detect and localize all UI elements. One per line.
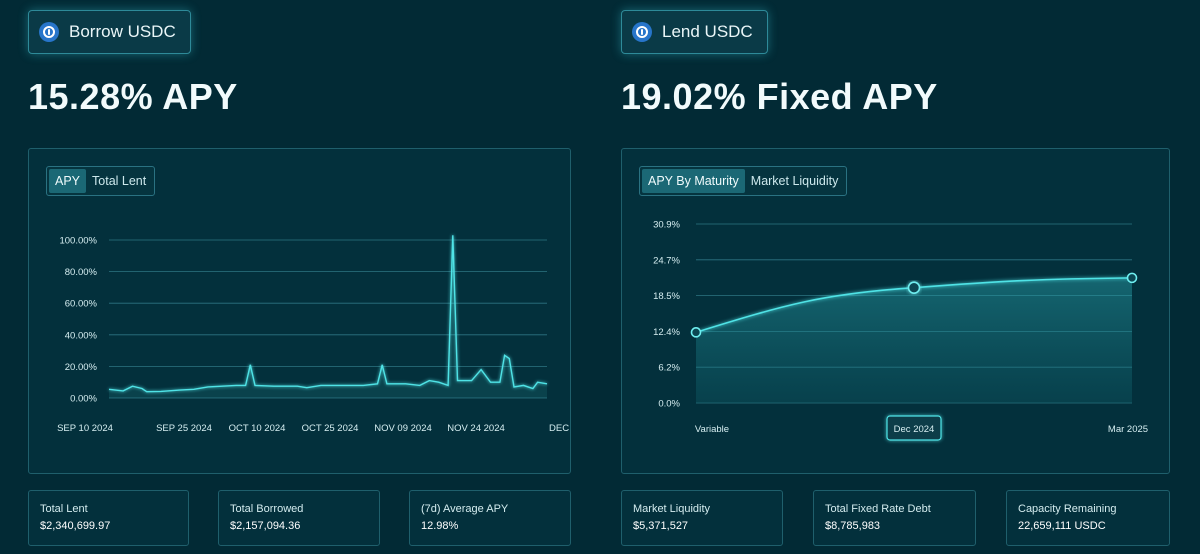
lend-chart-panel: APY By Maturity Market Liquidity 0.0% 6.2… bbox=[621, 148, 1170, 474]
stat-label: Total Borrowed bbox=[230, 503, 304, 515]
x-tick-label: Dec 2024 bbox=[894, 424, 935, 435]
lend-apy-headline: 19.02% Fixed APY bbox=[621, 76, 938, 117]
y-tick-label: 20.00% bbox=[65, 362, 98, 373]
apy-area bbox=[109, 235, 547, 398]
y-tick-label: 6.2% bbox=[658, 363, 680, 374]
stat-label: Total Lent bbox=[40, 503, 88, 515]
stat-value: 22,659,111 USDC bbox=[1018, 520, 1106, 532]
y-tick-label: 80.00% bbox=[65, 267, 98, 278]
borrow-column: Borrow USDC 15.28% APY APY Total Lent 0.… bbox=[28, 0, 598, 554]
y-tick-label: 100.00% bbox=[59, 236, 97, 247]
x-tick-label: SEP 10 2024 bbox=[57, 423, 113, 434]
lend-usdc-button[interactable]: Lend USDC bbox=[621, 10, 768, 54]
usdc-icon bbox=[632, 22, 652, 42]
x-tick-label: OCT 10 2024 bbox=[229, 423, 286, 434]
tab-market-liquidity[interactable]: Market Liquidity bbox=[750, 174, 839, 188]
borrow-usdc-button[interactable]: Borrow USDC bbox=[28, 10, 191, 54]
lend-chart-tabs: APY By Maturity Market Liquidity bbox=[639, 166, 848, 196]
tab-apy-by-maturity[interactable]: APY By Maturity bbox=[642, 169, 745, 193]
data-point bbox=[907, 281, 921, 295]
lend-usdc-label: Lend USDC bbox=[662, 22, 753, 41]
stat-label: Total Fixed Rate Debt bbox=[825, 503, 931, 515]
x-tick-label: NOV 09 2024 bbox=[374, 423, 432, 434]
x-tick-highlight: Dec 2024 bbox=[886, 415, 942, 441]
lend-column: Lend USDC 19.02% Fixed APY APY By Maturi… bbox=[621, 0, 1170, 554]
data-point bbox=[690, 327, 702, 338]
tab-total-lent[interactable]: Total Lent bbox=[92, 174, 147, 188]
stat-value: $8,785,983 bbox=[825, 520, 881, 532]
x-tick-label: SEP 25 2024 bbox=[156, 423, 212, 434]
y-tick-label: 40.00% bbox=[65, 330, 98, 341]
stat-value: $2,157,094.36 bbox=[230, 520, 301, 532]
borrow-chart-tabs: APY Total Lent bbox=[46, 166, 156, 196]
x-tick-label: Mar 2025 bbox=[1108, 424, 1148, 435]
y-tick-label: 60.00% bbox=[65, 299, 98, 310]
x-tick-label: Variable bbox=[695, 424, 729, 435]
y-tick-label: 12.4% bbox=[653, 327, 680, 338]
borrow-apy-chart: 0.00% 20.00% 40.00% 60.00% 80.00% 100.00% SEP … bbox=[57, 235, 570, 434]
tab-apy[interactable]: APY bbox=[49, 169, 87, 193]
borrow-usdc-label: Borrow USDC bbox=[69, 22, 176, 41]
y-tick-label: 0.00% bbox=[70, 394, 97, 405]
y-tick-label: 24.7% bbox=[653, 255, 680, 266]
x-tick-label: OCT 25 2024 bbox=[302, 423, 359, 434]
apy-series-line bbox=[108, 235, 548, 393]
stat-label: Market Liquidity bbox=[633, 503, 711, 515]
borrow-chart-panel: APY Total Lent 0.00% 20.00% 40.00% 60.00% 80… bbox=[28, 148, 571, 474]
usdc-icon bbox=[39, 22, 59, 42]
x-tick-label: DEC 09 2 bbox=[549, 423, 570, 434]
data-point bbox=[1126, 272, 1138, 284]
borrow-apy-headline: 15.28% APY bbox=[28, 76, 238, 117]
stat-total-borrowed: Total Borrowed $2,157,094.36 bbox=[218, 490, 380, 546]
stat-average-apy: (7d) Average APY 12.98% bbox=[409, 490, 571, 546]
highlight-badge bbox=[886, 415, 942, 441]
lend-maturity-chart[interactable]: 0.0% 6.2% 12.4% 18.5% 24.7% 30.9% Variable Dec … bbox=[622, 149, 1169, 473]
stat-value: $5,371,527 bbox=[633, 520, 689, 532]
stat-label: Capacity Remaining bbox=[1018, 503, 1117, 515]
stat-capacity-remaining: Capacity Remaining 22,659,111 USDC bbox=[1006, 490, 1170, 546]
stat-total-lent: Total Lent $2,340,699.97 bbox=[28, 490, 189, 546]
stat-market-liquidity: Market Liquidity $5,371,527 bbox=[621, 490, 783, 546]
y-tick-label: 18.5% bbox=[653, 291, 680, 302]
stat-value: 12.98% bbox=[421, 520, 459, 532]
y-tick-label: 30.9% bbox=[653, 220, 680, 231]
y-tick-label: 0.0% bbox=[658, 399, 680, 410]
stat-value: $2,340,699.97 bbox=[40, 520, 111, 532]
x-tick-label: NOV 24 2024 bbox=[447, 423, 505, 434]
stat-total-fixed-rate-debt: Total Fixed Rate Debt $8,785,983 bbox=[813, 490, 976, 546]
stat-label: (7d) Average APY bbox=[421, 503, 509, 515]
